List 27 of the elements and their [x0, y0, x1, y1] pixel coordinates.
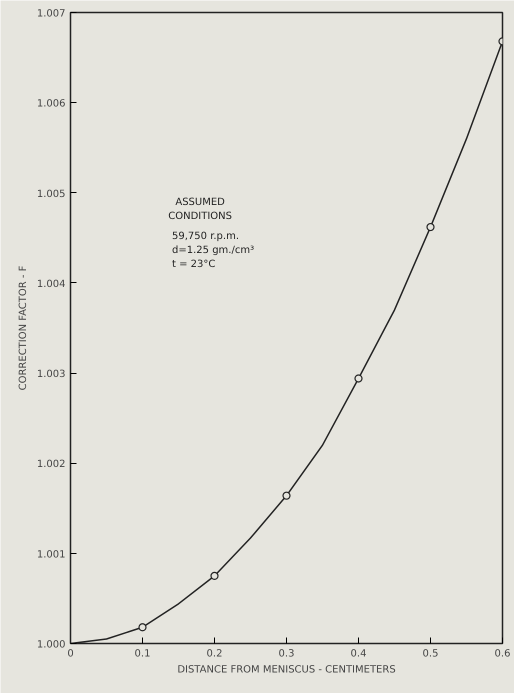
- x-tick-label: 0.2: [206, 648, 222, 660]
- x-tick-label: 0.6: [494, 648, 510, 660]
- y-axis-title: CORRECTION FACTOR - F: [18, 265, 29, 390]
- point: [354, 374, 363, 383]
- y-tick-label: 1.000: [36, 640, 66, 650]
- annotation: ASSUMED: [175, 197, 226, 208]
- y-tick-label: 1.003: [36, 369, 66, 380]
- y-tick-label: 1.005: [36, 188, 66, 200]
- y-tick-label: 1.006: [36, 98, 66, 110]
- point: [210, 572, 219, 580]
- annotation: t = 23°C: [172, 259, 216, 270]
- x-tick-label: 0.5: [422, 648, 438, 660]
- y-tick-label: 1.002: [36, 459, 66, 470]
- point: [426, 222, 435, 232]
- annotation: 59,750 r.p.m.: [172, 231, 240, 242]
- point: [138, 623, 147, 632]
- annotation: d=1.25 gm./cm³: [172, 245, 254, 256]
- y-tick-label: 1.007: [36, 8, 66, 20]
- y-tick-label: 1.001: [36, 549, 66, 560]
- x-tick-label: 0.4: [350, 648, 366, 660]
- x-tick-label: 0: [67, 648, 74, 660]
- x-tick-label: 0.3: [278, 648, 294, 660]
- y-tick-label: 1.004: [36, 278, 66, 290]
- annotation: CONDITIONS: [168, 211, 232, 222]
- point: [282, 492, 291, 500]
- x-tick-label: 0.1: [134, 648, 150, 660]
- x-axis-title: DISTANCE FROM MENISCUS - CENTIMETERS: [177, 664, 396, 676]
